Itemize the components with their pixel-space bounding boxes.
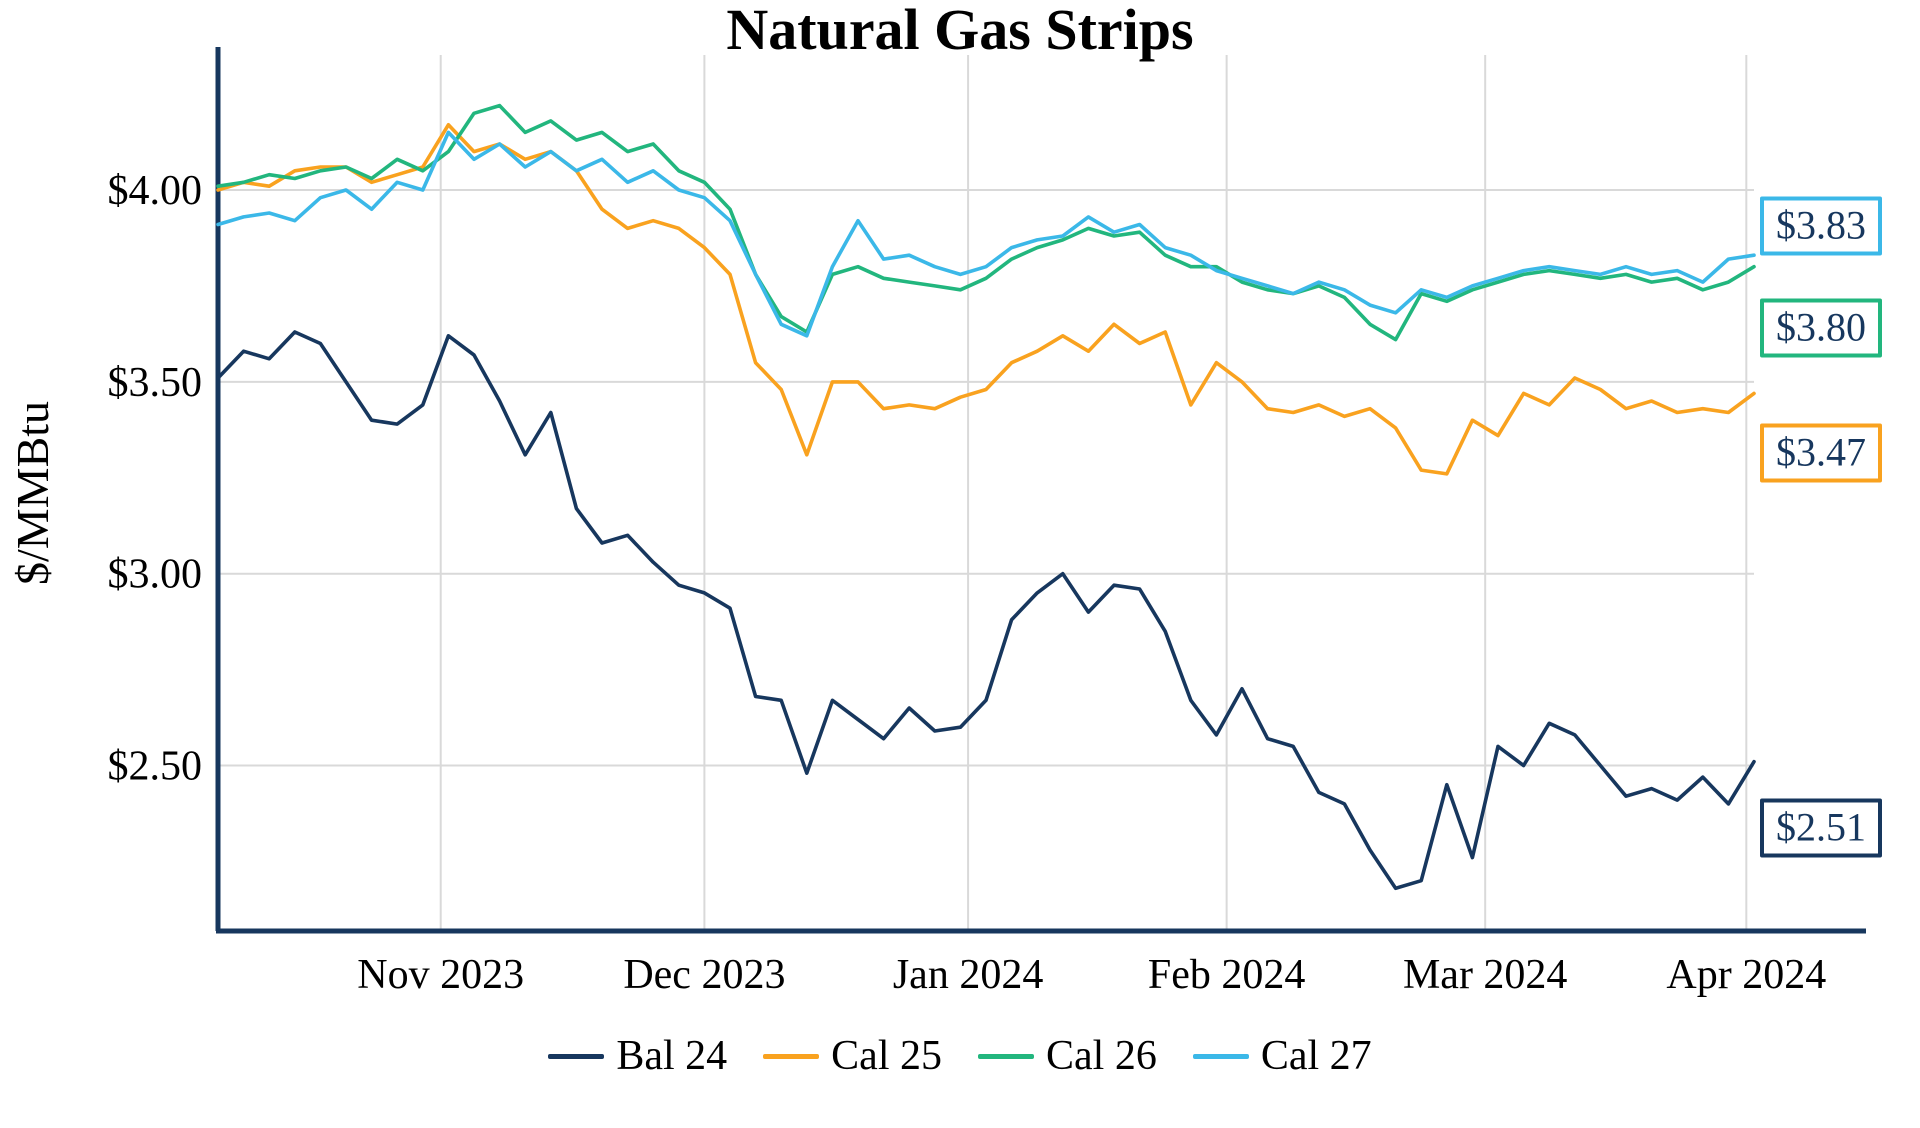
series-line-cal-26 — [216, 103, 1756, 342]
series-line-cal-25 — [216, 123, 1756, 476]
series-line-cal-27 — [216, 130, 1756, 338]
legend-label-cal-27: Cal 27 — [1260, 1033, 1372, 1079]
y-tick-label: $3.00 — [108, 552, 203, 598]
legend-label-bal-24: Bal 24 — [616, 1033, 728, 1079]
x-tick-label: Mar 2024 — [1403, 952, 1567, 998]
legend-item-bal-24: Bal 24 — [548, 1032, 727, 1080]
legend: Bal 24 Cal 25 Cal 26 Cal 27 — [0, 1032, 1920, 1080]
cal-26-line-swatch-icon — [978, 1053, 1034, 1059]
end-label-cal-27: $3.83 — [1760, 196, 1882, 256]
cal-25-line-swatch-icon — [763, 1053, 820, 1059]
x-tick-label: Apr 2024 — [1666, 952, 1826, 998]
legend-label-cal-25: Cal 25 — [831, 1033, 942, 1079]
end-label-cal-26: $3.80 — [1760, 298, 1882, 358]
x-tick-label: Nov 2023 — [357, 952, 524, 998]
y-tick-label: $4.00 — [108, 168, 203, 214]
x-tick-label: Jan 2024 — [893, 952, 1044, 998]
legend-item-cal-27: Cal 27 — [1192, 1032, 1372, 1080]
legend-label-cal-26: Cal 26 — [1046, 1033, 1157, 1079]
x-tick-label: Feb 2024 — [1148, 952, 1306, 998]
y-tick-label: $3.50 — [108, 360, 203, 406]
legend-item-cal-25: Cal 25 — [763, 1032, 942, 1080]
x-tick-label: Dec 2023 — [623, 952, 785, 998]
bal-24-line-swatch-icon — [548, 1053, 605, 1059]
chart-title: Natural Gas Strips — [726, 0, 1194, 62]
end-label-cal-25: $3.47 — [1760, 423, 1882, 483]
legend-item-cal-26: Cal 26 — [978, 1032, 1157, 1080]
end-label-bal-24: $2.51 — [1760, 798, 1882, 858]
cal-27-line-swatch-icon — [1192, 1053, 1249, 1059]
series-line-bal-24 — [216, 330, 1756, 891]
y-tick-label: $2.50 — [108, 744, 203, 790]
